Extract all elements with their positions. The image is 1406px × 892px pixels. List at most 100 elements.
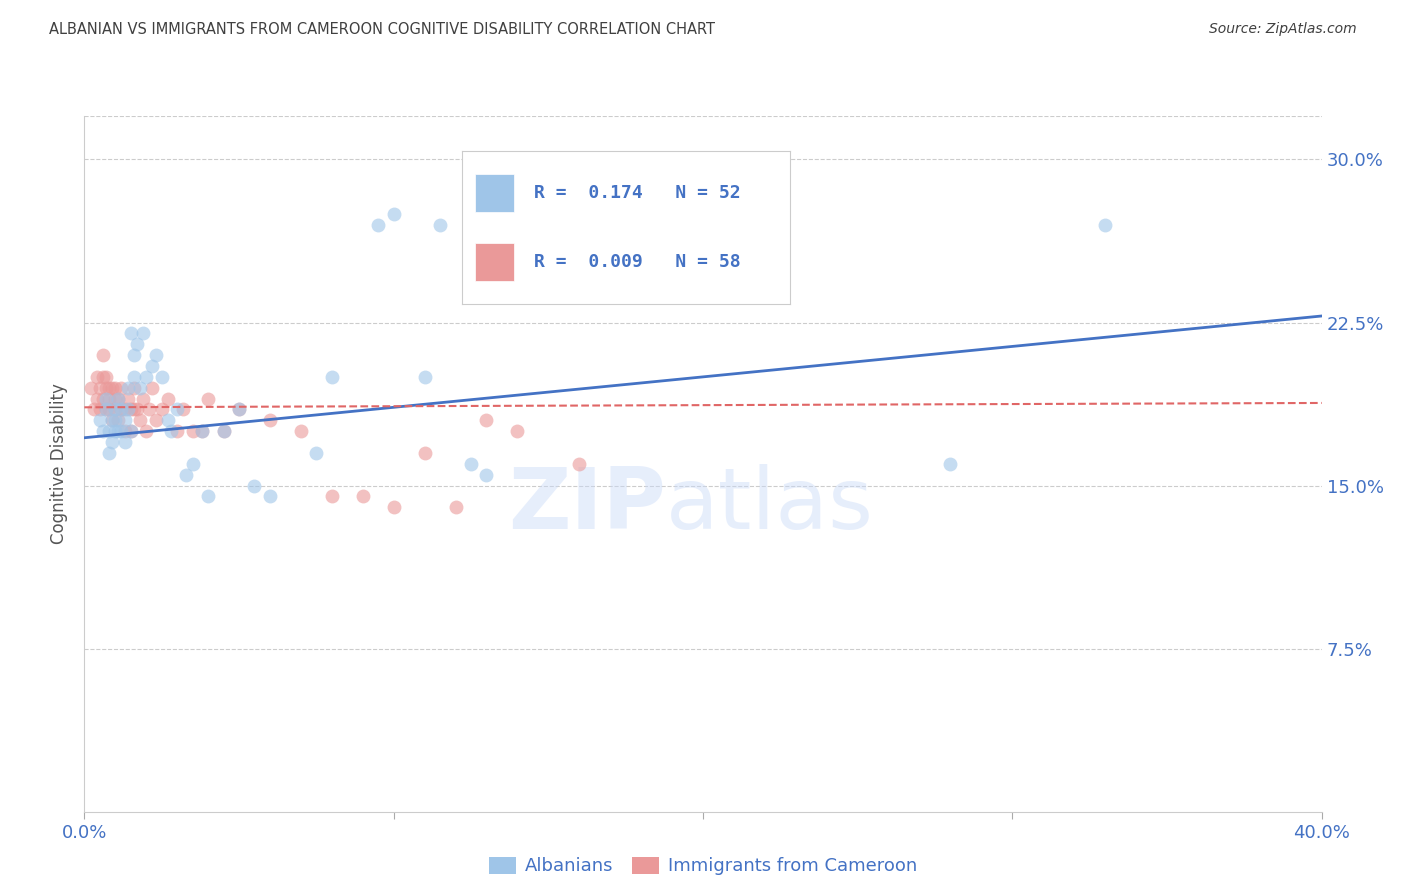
Point — [191, 424, 214, 438]
Point — [94, 402, 117, 417]
Point — [382, 500, 405, 515]
Point — [321, 490, 343, 504]
Point — [413, 369, 436, 384]
Point — [98, 446, 121, 460]
Point — [110, 402, 132, 417]
Point — [114, 424, 136, 438]
Point — [120, 424, 142, 438]
Point — [94, 381, 117, 395]
Point — [107, 392, 129, 406]
Point — [104, 392, 127, 406]
Point — [83, 402, 105, 417]
Point — [98, 392, 121, 406]
Point — [212, 424, 235, 438]
Legend: Albanians, Immigrants from Cameroon: Albanians, Immigrants from Cameroon — [482, 849, 924, 883]
Point — [94, 402, 117, 417]
Text: atlas: atlas — [666, 464, 875, 547]
Point — [117, 392, 139, 406]
Point — [110, 381, 132, 395]
Point — [352, 490, 374, 504]
Point — [98, 381, 121, 395]
Point — [172, 402, 194, 417]
Y-axis label: Cognitive Disability: Cognitive Disability — [51, 384, 69, 544]
Point — [91, 392, 114, 406]
Point — [413, 446, 436, 460]
Point — [939, 457, 962, 471]
Point — [290, 424, 312, 438]
Point — [117, 381, 139, 395]
Point — [120, 402, 142, 417]
Point — [114, 402, 136, 417]
Point — [150, 369, 173, 384]
Point — [132, 326, 155, 341]
Point — [259, 490, 281, 504]
Point — [506, 424, 529, 438]
Point — [125, 402, 148, 417]
Point — [243, 478, 266, 492]
Point — [135, 369, 157, 384]
Point — [94, 392, 117, 406]
Point — [104, 381, 127, 395]
Point — [129, 413, 152, 427]
Point — [79, 381, 101, 395]
Point — [110, 402, 132, 417]
Point — [321, 369, 343, 384]
Point — [125, 337, 148, 351]
Point — [132, 392, 155, 406]
Point — [138, 402, 160, 417]
Point — [120, 326, 142, 341]
Point — [101, 413, 124, 427]
Point — [101, 381, 124, 395]
Text: ZIP: ZIP — [508, 464, 666, 547]
Point — [429, 218, 451, 232]
Point — [460, 457, 482, 471]
Point — [98, 424, 121, 438]
Point — [122, 381, 145, 395]
Point — [86, 369, 108, 384]
Point — [537, 261, 560, 276]
Point — [114, 413, 136, 427]
Point — [89, 402, 111, 417]
Point — [568, 457, 591, 471]
Point — [129, 381, 152, 395]
Point — [104, 413, 127, 427]
Text: Source: ZipAtlas.com: Source: ZipAtlas.com — [1209, 22, 1357, 37]
Point — [145, 348, 167, 362]
Point — [89, 381, 111, 395]
Point — [475, 467, 498, 482]
Point — [150, 402, 173, 417]
Point — [197, 490, 219, 504]
Point — [228, 402, 250, 417]
Point — [305, 446, 328, 460]
Point — [101, 413, 124, 427]
Point — [98, 402, 121, 417]
Point — [122, 348, 145, 362]
Point — [259, 413, 281, 427]
Point — [122, 369, 145, 384]
Point — [91, 369, 114, 384]
Point — [568, 163, 591, 178]
Point — [107, 392, 129, 406]
Point — [145, 413, 167, 427]
Point — [160, 424, 183, 438]
Point — [444, 500, 467, 515]
Point — [89, 413, 111, 427]
Point — [176, 467, 198, 482]
Point — [156, 413, 179, 427]
Point — [156, 392, 179, 406]
Point — [141, 359, 163, 373]
Point — [181, 457, 204, 471]
Point — [135, 424, 157, 438]
Point — [86, 392, 108, 406]
Text: ALBANIAN VS IMMIGRANTS FROM CAMEROON COGNITIVE DISABILITY CORRELATION CHART: ALBANIAN VS IMMIGRANTS FROM CAMEROON COG… — [49, 22, 716, 37]
Point — [91, 424, 114, 438]
Point — [191, 424, 214, 438]
Point — [120, 424, 142, 438]
Point — [166, 402, 188, 417]
Point — [166, 424, 188, 438]
Point — [475, 413, 498, 427]
Point — [104, 402, 127, 417]
Point — [181, 424, 204, 438]
Point — [114, 435, 136, 450]
Point — [104, 402, 127, 417]
